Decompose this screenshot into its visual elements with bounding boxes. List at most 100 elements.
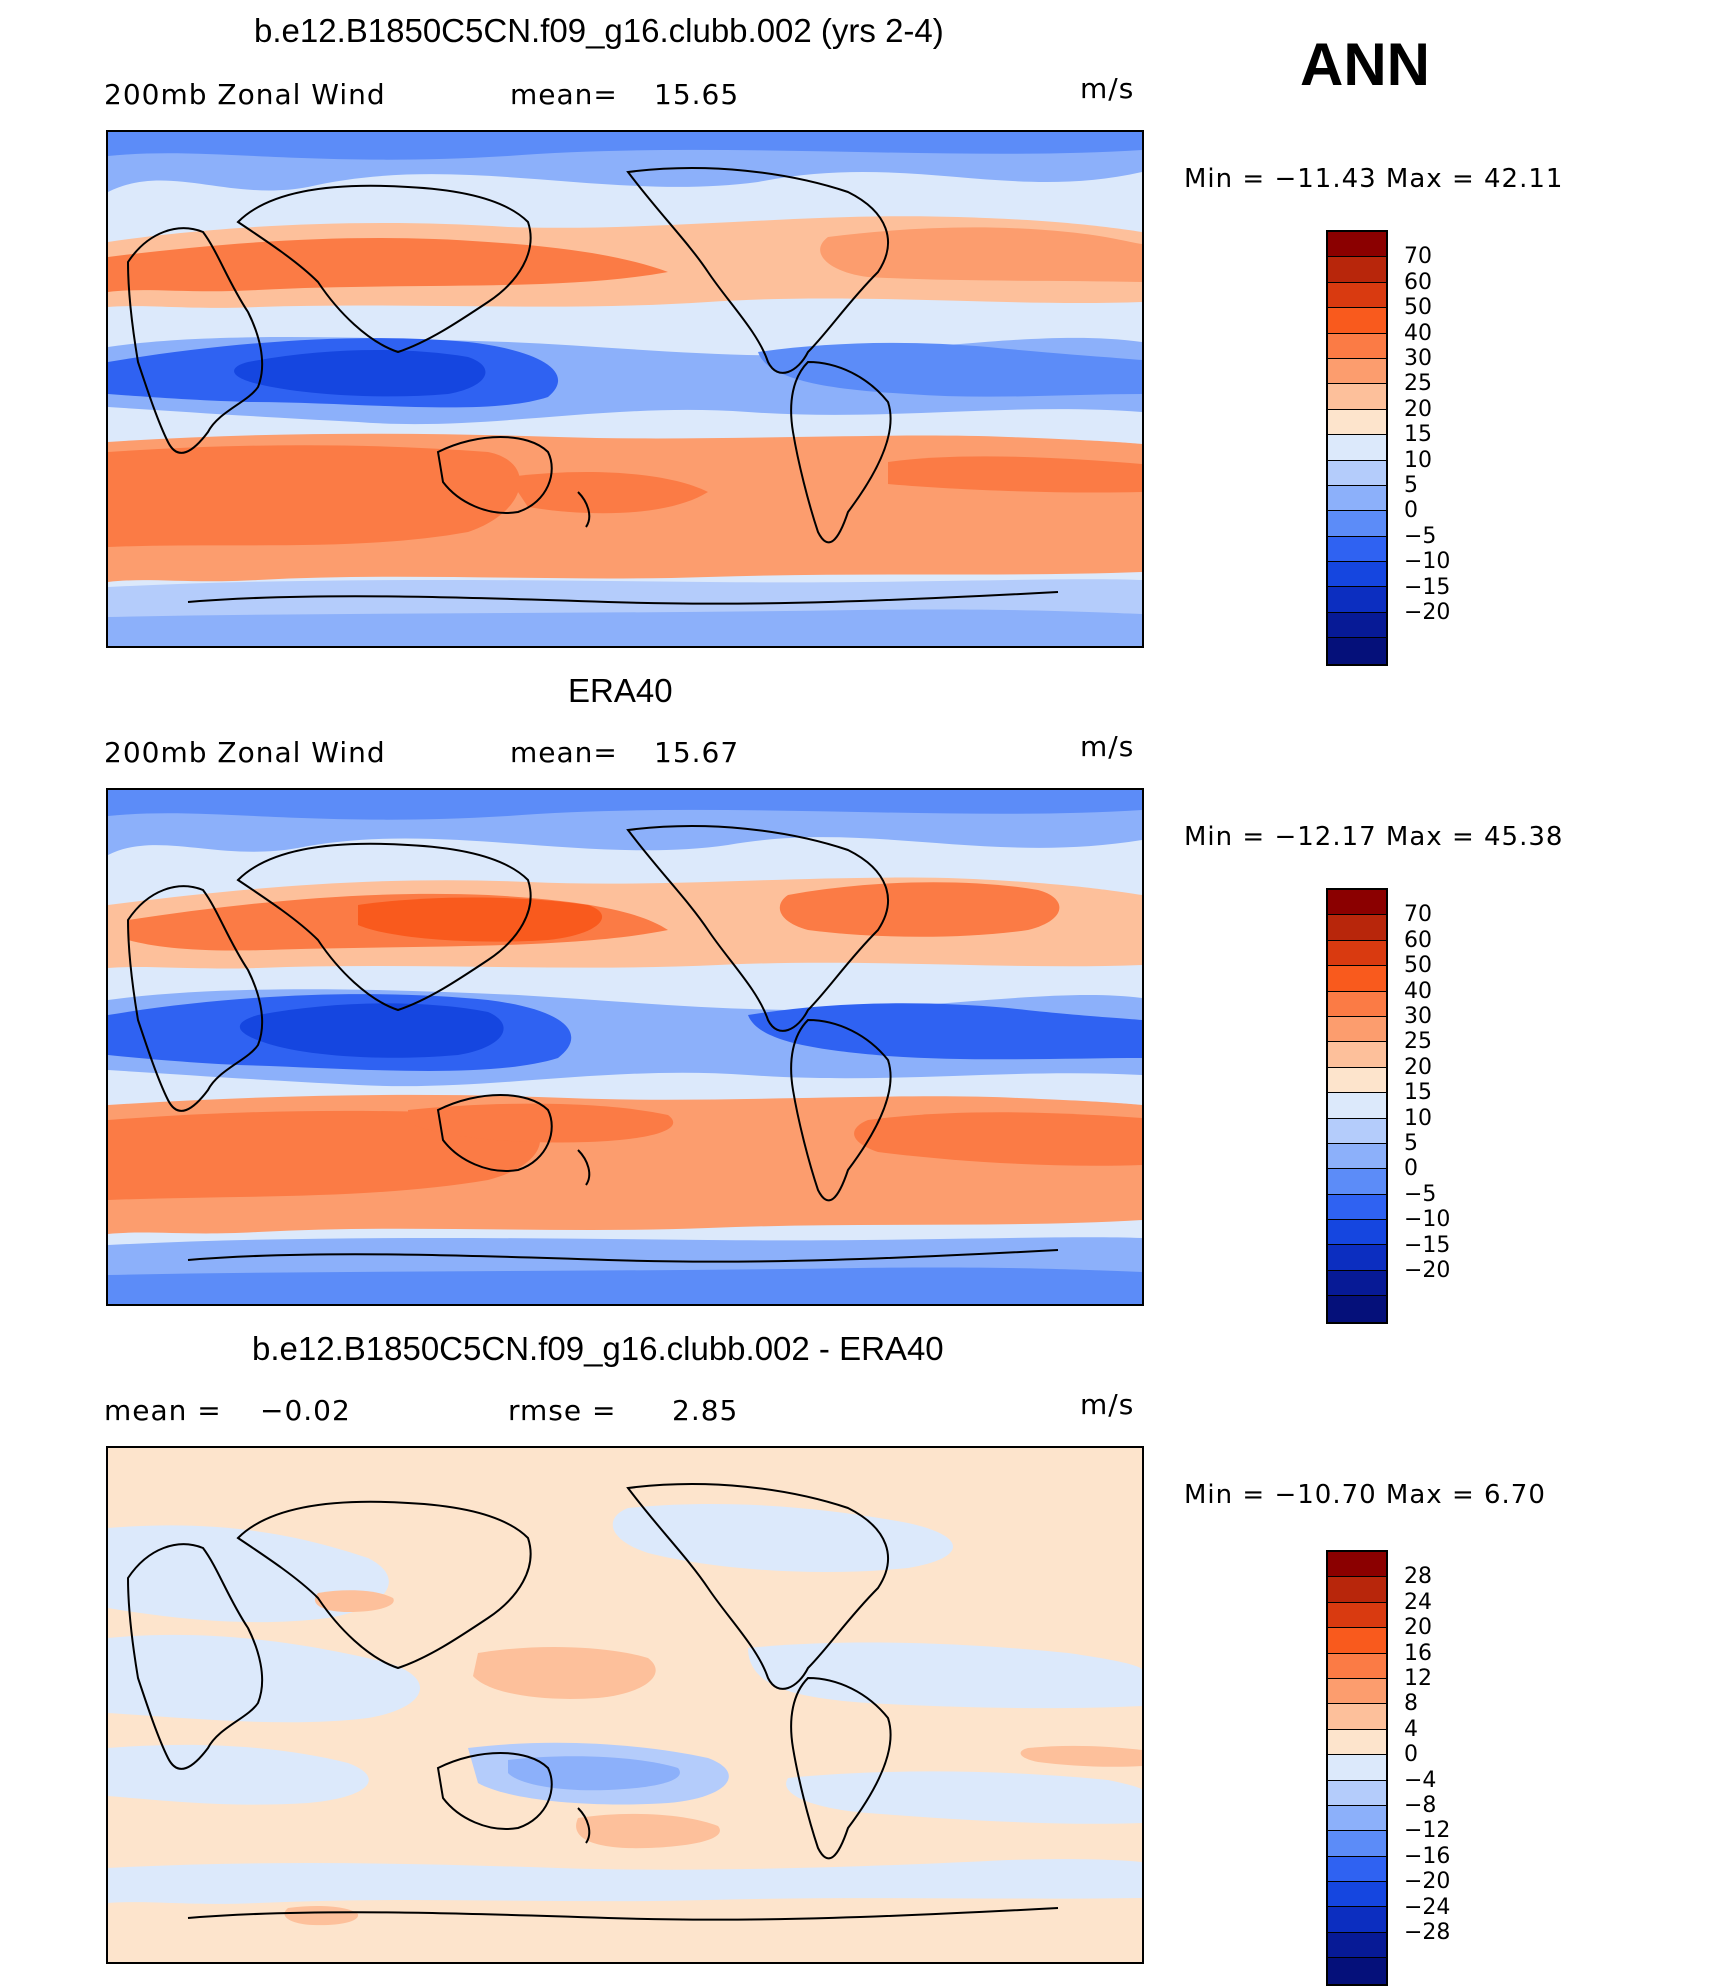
colorbar-swatch <box>1328 1143 1386 1170</box>
colorbar-tick-label: 8 <box>1404 1691 1418 1717</box>
colorbar-tick-label: 30 <box>1404 346 1432 371</box>
colorbar-swatch <box>1328 1118 1386 1144</box>
colorbar-tick-label: 25 <box>1404 371 1432 397</box>
colorbar-swatch <box>1328 358 1386 385</box>
colorbar-swatch <box>1328 1704 1386 1730</box>
anomaly-neg-8 <box>108 1859 1142 1904</box>
panel-3-mean-label: mean = <box>104 1394 222 1427</box>
colorbar-tick-label: 15 <box>1404 1080 1432 1106</box>
colorbar-tick-label: 0 <box>1404 498 1418 524</box>
anomaly-neg-4 <box>748 1642 1142 1709</box>
colorbar-swatch <box>1328 1042 1386 1068</box>
season-label: ANN <box>1300 31 1430 98</box>
contour-jet-south-core-3 <box>888 456 1142 493</box>
colorbar-tick-label: −10 <box>1404 1207 1451 1233</box>
colorbar-tick-label: −10 <box>1404 549 1451 575</box>
colorbar-tick-label: 5 <box>1404 473 1418 498</box>
colorbar-swatch <box>1328 1245 1386 1271</box>
colorbar-swatch <box>1328 511 1386 537</box>
contour-south-edge <box>108 1267 1142 1304</box>
panel-1-colorbar <box>1326 230 1388 666</box>
colorbar-tick-label: −15 <box>1404 1232 1451 1258</box>
contour-south-edge <box>108 609 1142 646</box>
panel-2-title: ERA40 <box>568 672 673 709</box>
colorbar-tick-label: 50 <box>1404 953 1432 979</box>
anomaly-neg-2 <box>108 1634 421 1723</box>
colorbar-tick-label: −8 <box>1404 1793 1437 1818</box>
colorbar-swatch <box>1328 485 1386 512</box>
colorbar-swatch <box>1328 587 1386 613</box>
panel-3-min-max: Min = −10.70 Max = 6.70 <box>1184 1480 1546 1510</box>
colorbar-tick-label: 20 <box>1404 1054 1432 1080</box>
panel-3-title: b.e12.B1850C5CN.f09_g16.clubb.002 - ERA4… <box>252 1330 944 1367</box>
panel-2-map <box>106 788 1144 1306</box>
colorbar-tick-label: −20 <box>1404 1869 1451 1895</box>
colorbar-tick-label: −28 <box>1404 1920 1451 1945</box>
panel-2-mean-value: 15.67 <box>654 736 740 769</box>
colorbar-swatch <box>1328 282 1386 309</box>
colorbar-swatch <box>1328 1194 1386 1221</box>
colorbar-swatch <box>1328 1653 1386 1679</box>
panel-2-min-max: Min = −12.17 Max = 45.38 <box>1184 822 1564 852</box>
colorbar-swatch <box>1328 1755 1386 1781</box>
colorbar-swatch <box>1328 409 1386 436</box>
contour-jet-south-core-2 <box>408 1103 674 1143</box>
anomaly-pos-4 <box>284 1906 359 1926</box>
colorbar-tick-label: 20 <box>1404 1615 1432 1641</box>
colorbar-swatch <box>1328 890 1386 916</box>
colorbar-tick-label: 12 <box>1404 1666 1432 1691</box>
contour-jet-south-core-2 <box>508 472 708 514</box>
coastlines <box>126 167 1059 605</box>
colorbar-swatch <box>1328 333 1386 359</box>
colorbar-tick-label: −15 <box>1404 574 1451 600</box>
colorbar-tick-label: −20 <box>1404 1258 1451 1283</box>
contour-tropics-east <box>758 342 1142 397</box>
contour-jet-south-core <box>108 445 521 547</box>
panel-1-mean-value: 15.65 <box>654 78 740 111</box>
anomaly-pos-2 <box>314 1590 394 1612</box>
colorbar-tick-label: 15 <box>1404 422 1432 448</box>
colorbar-swatch <box>1328 1729 1386 1756</box>
colorbar-tick-label: 50 <box>1404 295 1432 321</box>
anomaly-pos-1 <box>473 1646 656 1699</box>
colorbar-swatch <box>1328 1856 1386 1883</box>
colorbar-swatch <box>1328 1067 1386 1094</box>
colorbar-swatch <box>1328 612 1386 639</box>
colorbar-swatch <box>1328 1552 1386 1578</box>
colorbar-tick-label: −16 <box>1404 1843 1451 1869</box>
colorbar-swatch <box>1328 536 1386 563</box>
colorbar-swatch <box>1328 1678 1386 1705</box>
colorbar-swatch <box>1328 1577 1386 1603</box>
colorbar-swatch <box>1328 1169 1386 1195</box>
contour-jet-north-core-2 <box>358 897 603 942</box>
panel-2-mean-label: mean= <box>510 736 618 769</box>
colorbar-swatch <box>1328 1932 1386 1959</box>
panel-1-mean-label: mean= <box>510 78 618 111</box>
colorbar-tick-label: 5 <box>1404 1131 1418 1156</box>
colorbar-tick-label: 10 <box>1404 447 1432 473</box>
contour-tropics-east <box>748 1003 1142 1060</box>
colorbar-tick-label: 16 <box>1404 1640 1432 1666</box>
colorbar-tick-label: 4 <box>1404 1716 1418 1742</box>
colorbar-tick-label: −12 <box>1404 1818 1451 1844</box>
colorbar-swatch <box>1328 1958 1386 1984</box>
contour-jet-south-core <box>108 1110 541 1200</box>
colorbar-swatch <box>1328 1220 1386 1246</box>
panel-1-units: m/s <box>1080 72 1135 105</box>
contour-jet-south-core-3 <box>854 1112 1142 1166</box>
colorbar-swatch <box>1328 257 1386 283</box>
panel-3-mean-value: −0.02 <box>260 1394 351 1427</box>
panel-2-units: m/s <box>1080 730 1135 763</box>
colorbar-tick-label: 70 <box>1404 902 1432 928</box>
colorbar-tick-label: 20 <box>1404 396 1432 422</box>
colorbar-tick-label: 60 <box>1404 269 1432 295</box>
colorbar-swatch <box>1328 915 1386 941</box>
colorbar-tick-label: 24 <box>1404 1589 1432 1615</box>
colorbar-tick-label: 25 <box>1404 1029 1432 1055</box>
colorbar-swatch <box>1328 232 1386 258</box>
coastlines <box>126 825 1059 1263</box>
colorbar-swatch <box>1328 940 1386 967</box>
colorbar-tick-label: 70 <box>1404 244 1432 270</box>
colorbar-tick-label: −5 <box>1404 1181 1437 1207</box>
colorbar-tick-label: 28 <box>1404 1564 1432 1590</box>
